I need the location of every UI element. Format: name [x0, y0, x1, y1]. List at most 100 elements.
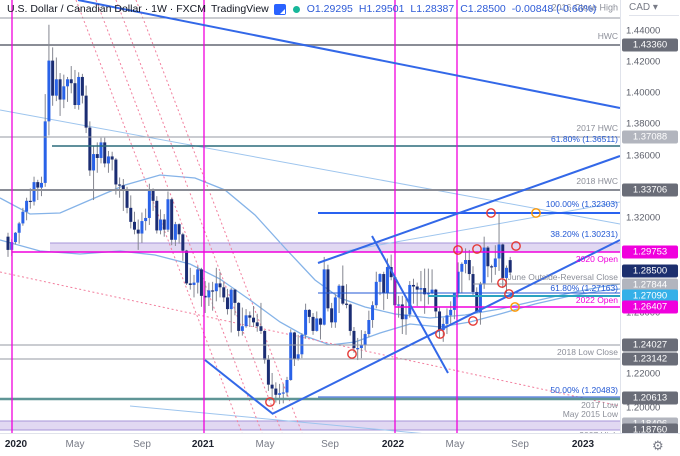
price-badge-1.37088: 1.37088	[622, 130, 678, 144]
level-label-50-00-1-20483-: 50.00% (1.20483)	[550, 384, 618, 395]
candle	[482, 247, 486, 284]
level-label-2016-close-high: 2016 Close High	[551, 2, 618, 13]
candle	[62, 86, 66, 100]
candle	[419, 288, 423, 290]
candle	[508, 260, 512, 273]
time-tick-sep[interactable]: Sep	[511, 439, 529, 450]
candle	[125, 189, 129, 208]
candle	[504, 267, 508, 278]
candle	[185, 250, 189, 284]
candle	[318, 318, 322, 325]
symbol-title[interactable]: U.S. Dollar / Canadian Dollar · 1W · FXC…	[7, 3, 206, 15]
level-label-2022-open: 2022 Open	[575, 294, 618, 305]
highlight-circle-red	[472, 244, 482, 254]
time-tick-2023[interactable]: 2023	[571, 439, 595, 450]
trendline-thick	[77, 0, 621, 109]
candle	[493, 258, 497, 268]
candle	[337, 285, 341, 298]
time-axis[interactable]: 2020 May Sep 2021 May Sep 2022 May Sep 2023	[0, 433, 680, 456]
candle	[21, 211, 25, 224]
time-tick-sep[interactable]: Sep	[321, 439, 339, 450]
price-tick: 1.22000	[626, 368, 661, 380]
candle	[278, 393, 282, 395]
time-tick-2020[interactable]: 2020	[4, 439, 28, 450]
candle	[233, 289, 237, 303]
candle	[345, 303, 349, 305]
ohlc-close: C1.28500	[460, 3, 506, 15]
tradingview-logo-icon[interactable]	[273, 3, 286, 15]
pitchfork-dotted-line	[135, 0, 303, 434]
time-tick-2021[interactable]: 2021	[191, 439, 215, 450]
highlight-circle-red	[347, 349, 357, 359]
settings-gear-icon[interactable]: ⚙	[652, 438, 664, 453]
time-tick-may[interactable]: May	[255, 439, 275, 450]
candle	[39, 182, 43, 188]
level-label-38-20-1-30231-: 38.20% (1.30231)	[550, 228, 618, 239]
time-tick-may[interactable]: May	[65, 439, 85, 450]
candle	[177, 224, 181, 235]
candle	[385, 267, 389, 293]
level-label-hwc: HWC	[597, 30, 618, 41]
pitchfork-dotted-line	[0, 271, 621, 407]
candle	[471, 274, 475, 292]
candle	[95, 154, 99, 158]
level-label-june-outside-reversal-close: June Outside-Reversal Close	[507, 271, 618, 282]
ohlc-low: L1.28387	[410, 3, 455, 15]
candle	[292, 332, 296, 359]
candle	[110, 156, 114, 160]
candle	[17, 223, 21, 233]
candle	[356, 348, 360, 350]
level-label-2018-low-close: 2018 Low Close	[557, 346, 618, 357]
candle	[237, 302, 241, 331]
candle	[307, 309, 311, 317]
highlight-circle-red	[435, 329, 445, 339]
currency-selector[interactable]: CAD ▾	[629, 2, 679, 16]
price-tick: 1.32000	[626, 212, 661, 224]
candle	[114, 159, 118, 185]
candle	[181, 234, 185, 251]
candle	[248, 315, 252, 318]
candle	[438, 311, 442, 331]
candle	[259, 326, 263, 331]
trendline-thin	[339, 201, 621, 253]
level-label-may-2015-low: May 2015 Low	[562, 408, 618, 419]
level-label-61-80-1-27163-: 61.80% (1.27163)	[550, 282, 618, 293]
candle	[151, 189, 155, 201]
candle	[449, 309, 453, 316]
candle	[359, 344, 363, 349]
candle	[252, 317, 256, 323]
candle	[54, 79, 58, 96]
time-tick-sep[interactable]: Sep	[133, 439, 151, 450]
candle	[155, 200, 159, 231]
candle	[445, 315, 449, 324]
time-tick-2022[interactable]: 2022	[381, 439, 405, 450]
candle	[467, 260, 471, 275]
candle	[371, 305, 375, 321]
candle	[434, 289, 438, 312]
price-axis[interactable]: CAD ▾ 1.44000 1.42000 1.40000 1.38000 1.3600…	[620, 0, 680, 437]
candle	[173, 224, 177, 240]
candle	[88, 127, 92, 171]
highlight-circle-red	[468, 316, 478, 326]
ohlc-high: H1.29501	[358, 3, 405, 15]
candle	[285, 379, 289, 393]
candle	[211, 290, 215, 292]
level-label-61-80-1-36511-: 61.80% (1.36511)	[551, 133, 618, 144]
market-status-icon	[292, 5, 300, 13]
candle	[92, 154, 96, 171]
candle	[441, 323, 445, 331]
brand-label[interactable]: TradingView	[210, 3, 269, 15]
candle	[423, 288, 427, 295]
level-label-2017-hwc: 2017 HWC	[576, 122, 618, 133]
candle	[77, 76, 81, 106]
candle	[501, 244, 505, 278]
price-badge-1.26407: 1.26407	[622, 300, 678, 314]
time-tick-may[interactable]: May	[445, 439, 465, 450]
price-tick: 1.40000	[626, 87, 661, 99]
candle	[132, 221, 136, 230]
candle	[69, 79, 73, 84]
candle	[255, 322, 259, 327]
candle	[25, 200, 29, 212]
